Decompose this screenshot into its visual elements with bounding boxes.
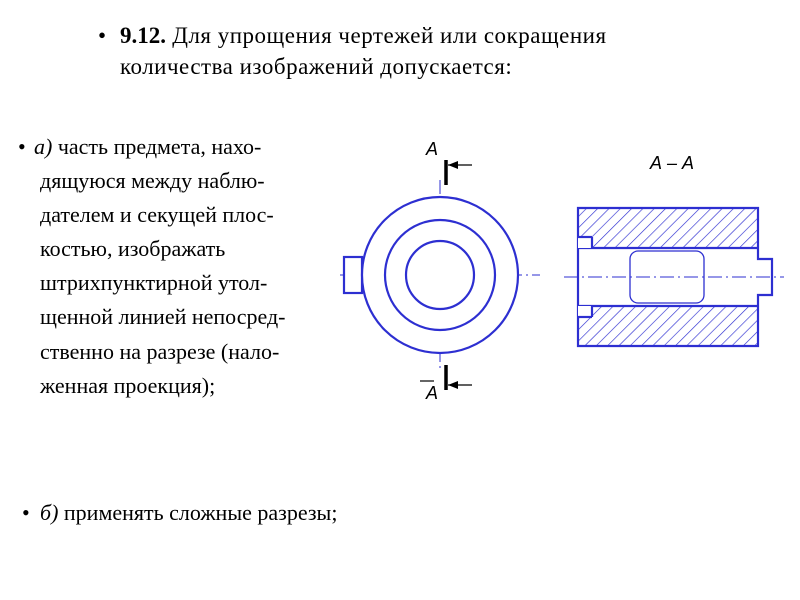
item-a-text: • а) часть предмета, нахо- дящуюся между… — [18, 130, 328, 403]
item-a-l4b: штрихпунктирной утол- — [40, 266, 328, 300]
item-a-l5: щенной линией непосред- — [40, 300, 328, 334]
heading-text-2: количества изображений допускается: — [120, 51, 760, 82]
item-a-l2: дящуюся между наблю- — [40, 164, 328, 198]
label-a-bottom: A — [426, 383, 438, 404]
item-b-rest: применять сложные разрезы; — [58, 500, 337, 525]
item-a-l6b: женная проекция); — [40, 369, 328, 403]
drawing-svg — [330, 125, 790, 415]
heading-9-12: • 9.12. Для упрощения чертежей или сокра… — [120, 20, 760, 82]
item-a-l6: ственно на разрезе (нало- — [40, 335, 328, 369]
item-a-l1: часть предмета, нахо- — [52, 134, 261, 159]
label-section-aa: А – А — [650, 153, 694, 174]
item-a-l3: дателем и секущей плос- — [40, 198, 328, 232]
bullet-icon: • — [18, 130, 26, 164]
item-a-letter: а) — [34, 134, 52, 159]
bullet-icon: • — [98, 20, 106, 51]
item-b-letter: б) — [40, 500, 58, 525]
heading-text-1: Для упрощения чертежей или сокращения — [166, 23, 607, 48]
technical-drawing: A A А – А — [330, 125, 790, 415]
heading-number: 9.12. — [120, 23, 166, 48]
bullet-icon: • — [22, 500, 30, 526]
item-a-l4: костью, изображать — [40, 232, 328, 266]
item-b-text: • б) применять сложные разрезы; — [40, 500, 337, 526]
label-a-top: A — [426, 139, 438, 160]
